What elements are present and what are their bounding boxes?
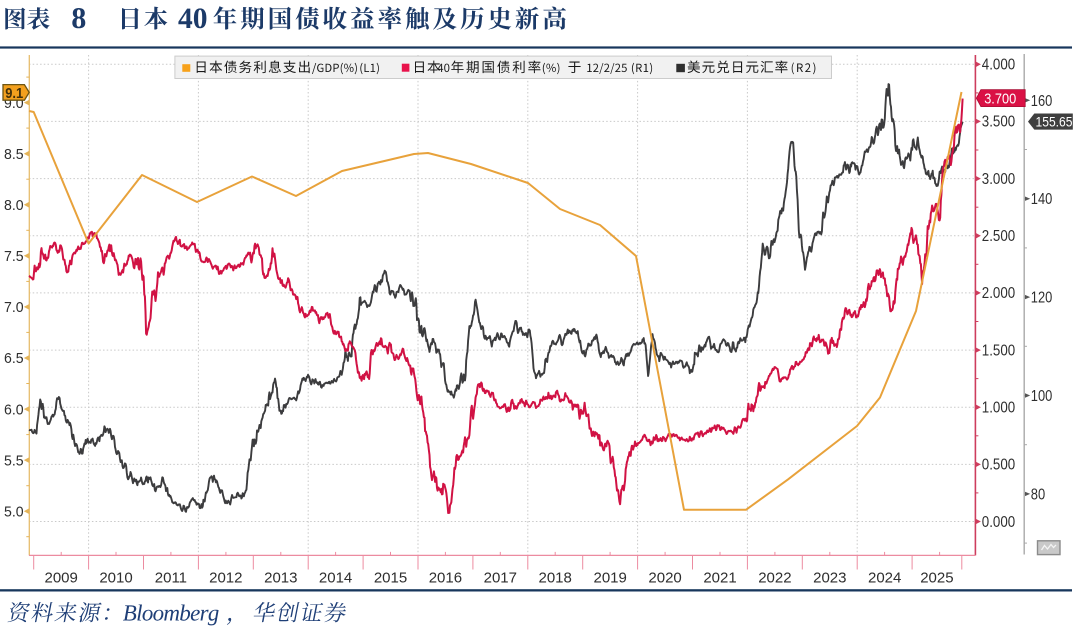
svg-text:5.0: 5.0 (4, 503, 24, 520)
svg-text:2016: 2016 (429, 570, 462, 587)
svg-text:8.0: 8.0 (4, 197, 24, 214)
svg-text:2025: 2025 (920, 570, 953, 587)
svg-text:2022: 2022 (758, 570, 791, 587)
svg-text:2021: 2021 (703, 570, 736, 587)
svg-text:160: 160 (1031, 93, 1053, 110)
svg-text:2.000: 2.000 (982, 285, 1016, 302)
svg-text:155.65: 155.65 (1036, 114, 1073, 130)
svg-text:1.500: 1.500 (982, 342, 1016, 359)
svg-text:3.000: 3.000 (982, 171, 1016, 188)
svg-text:2015: 2015 (374, 570, 407, 587)
svg-text:120: 120 (1031, 290, 1053, 307)
svg-text:2024: 2024 (868, 570, 901, 587)
svg-text:6.5: 6.5 (4, 350, 24, 367)
svg-text:8.5: 8.5 (4, 146, 24, 163)
svg-text:2020: 2020 (648, 570, 681, 587)
svg-text:3.500: 3.500 (982, 114, 1016, 131)
svg-text:140: 140 (1031, 191, 1053, 208)
svg-text:2017: 2017 (484, 570, 517, 587)
svg-text:100: 100 (1031, 388, 1053, 405)
svg-text:2.500: 2.500 (982, 228, 1016, 245)
svg-text:2018: 2018 (539, 570, 572, 587)
svg-text:7.0: 7.0 (4, 299, 24, 316)
svg-text:4.000: 4.000 (982, 57, 1016, 74)
svg-text:7.5: 7.5 (4, 248, 24, 265)
svg-text:5.5: 5.5 (4, 452, 24, 469)
svg-text:2013: 2013 (264, 570, 297, 587)
svg-text:2023: 2023 (813, 570, 846, 587)
svg-text:0.500: 0.500 (982, 457, 1016, 474)
svg-text:1.000: 1.000 (982, 400, 1016, 417)
svg-text:9.1: 9.1 (5, 86, 23, 102)
svg-text:80: 80 (1031, 486, 1045, 503)
svg-text:2014: 2014 (319, 570, 352, 587)
svg-text:2011: 2011 (155, 570, 187, 587)
svg-text:2019: 2019 (594, 570, 627, 587)
svg-text:3.700: 3.700 (984, 91, 1016, 108)
svg-text:0.000: 0.000 (982, 514, 1016, 531)
svg-text:2009: 2009 (45, 570, 78, 587)
svg-text:2010: 2010 (99, 570, 132, 587)
svg-text:2012: 2012 (209, 570, 242, 587)
svg-text:6.0: 6.0 (4, 401, 24, 418)
